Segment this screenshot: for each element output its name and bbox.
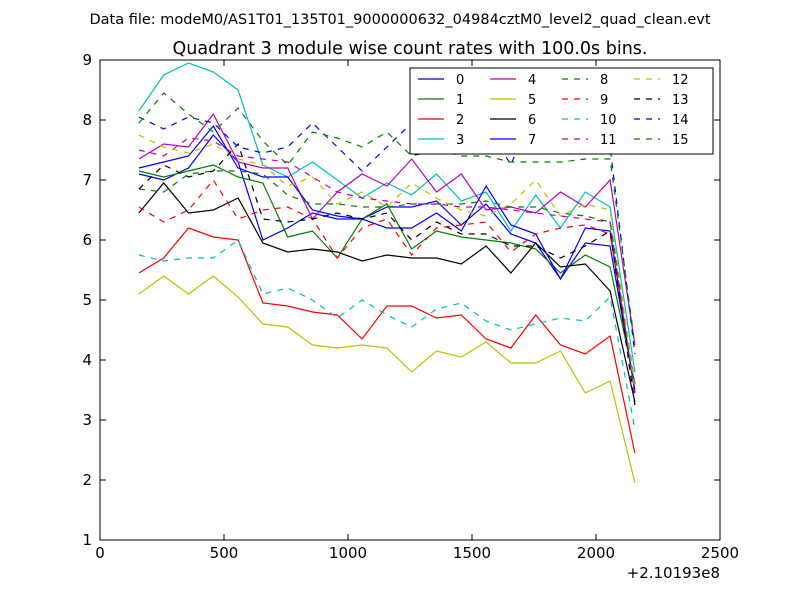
legend-label-7: 7 bbox=[528, 133, 536, 148]
series-line-0 bbox=[138, 134, 636, 391]
y-tick-label: 8 bbox=[82, 111, 92, 129]
legend-label-0: 0 bbox=[456, 73, 464, 88]
y-tick-label: 4 bbox=[82, 351, 92, 369]
legend-label-2: 2 bbox=[456, 113, 464, 128]
series-line-13 bbox=[138, 142, 636, 406]
legend-label-9: 9 bbox=[600, 93, 608, 108]
chart-title: Quadrant 3 module wise count rates with … bbox=[173, 39, 648, 59]
legend-label-5: 5 bbox=[528, 93, 536, 108]
legend-label-1: 1 bbox=[456, 93, 464, 108]
series-line-11 bbox=[138, 137, 636, 397]
plot-lines bbox=[138, 62, 636, 484]
series-line-5 bbox=[138, 275, 636, 484]
series-line-4 bbox=[138, 112, 636, 346]
y-tick-label: 1 bbox=[82, 531, 92, 549]
y-tick-label: 6 bbox=[82, 231, 92, 249]
legend-label-4: 4 bbox=[528, 73, 536, 88]
x-tick-label: 500 bbox=[210, 544, 239, 562]
legend-label-15: 15 bbox=[672, 133, 689, 148]
y-tick-label: 5 bbox=[82, 291, 92, 309]
legend-label-11: 11 bbox=[600, 133, 617, 148]
y-tick-label: 3 bbox=[82, 411, 92, 429]
legend-label-3: 3 bbox=[456, 133, 464, 148]
x-tick-label: 1500 bbox=[453, 544, 491, 562]
x-tick-label: 2000 bbox=[577, 544, 615, 562]
x-offset-label: +2.10193e8 bbox=[627, 564, 720, 582]
legend-label-13: 13 bbox=[672, 93, 689, 108]
series-line-7 bbox=[138, 124, 636, 394]
series-line-10 bbox=[138, 239, 636, 430]
series-line-2 bbox=[138, 227, 636, 454]
series-line-12 bbox=[138, 134, 636, 391]
legend-label-8: 8 bbox=[600, 73, 608, 88]
series-line-8 bbox=[138, 170, 636, 385]
series-line-15 bbox=[138, 92, 636, 346]
chart-suptitle: Data file: modeM0/AS1T01_135T01_90000006… bbox=[89, 12, 710, 28]
legend-box bbox=[409, 67, 714, 155]
x-tick-label: 0 bbox=[95, 544, 105, 562]
x-tick-label: 1000 bbox=[329, 544, 367, 562]
legend-label-14: 14 bbox=[672, 113, 689, 128]
legend-label-10: 10 bbox=[600, 113, 617, 128]
y-tick-label: 2 bbox=[82, 471, 92, 489]
series-line-3 bbox=[138, 62, 636, 373]
legend-label-6: 6 bbox=[528, 113, 536, 128]
series-line-9 bbox=[138, 178, 636, 388]
x-axis: 0 500 1000 1500 2000 2500 bbox=[95, 60, 739, 562]
legend-label-12: 12 bbox=[672, 73, 689, 88]
y-tick-label: 7 bbox=[82, 171, 92, 189]
x-tick-label: 2500 bbox=[701, 544, 739, 562]
y-tick-label: 9 bbox=[82, 51, 92, 69]
series-line-6 bbox=[138, 182, 636, 403]
